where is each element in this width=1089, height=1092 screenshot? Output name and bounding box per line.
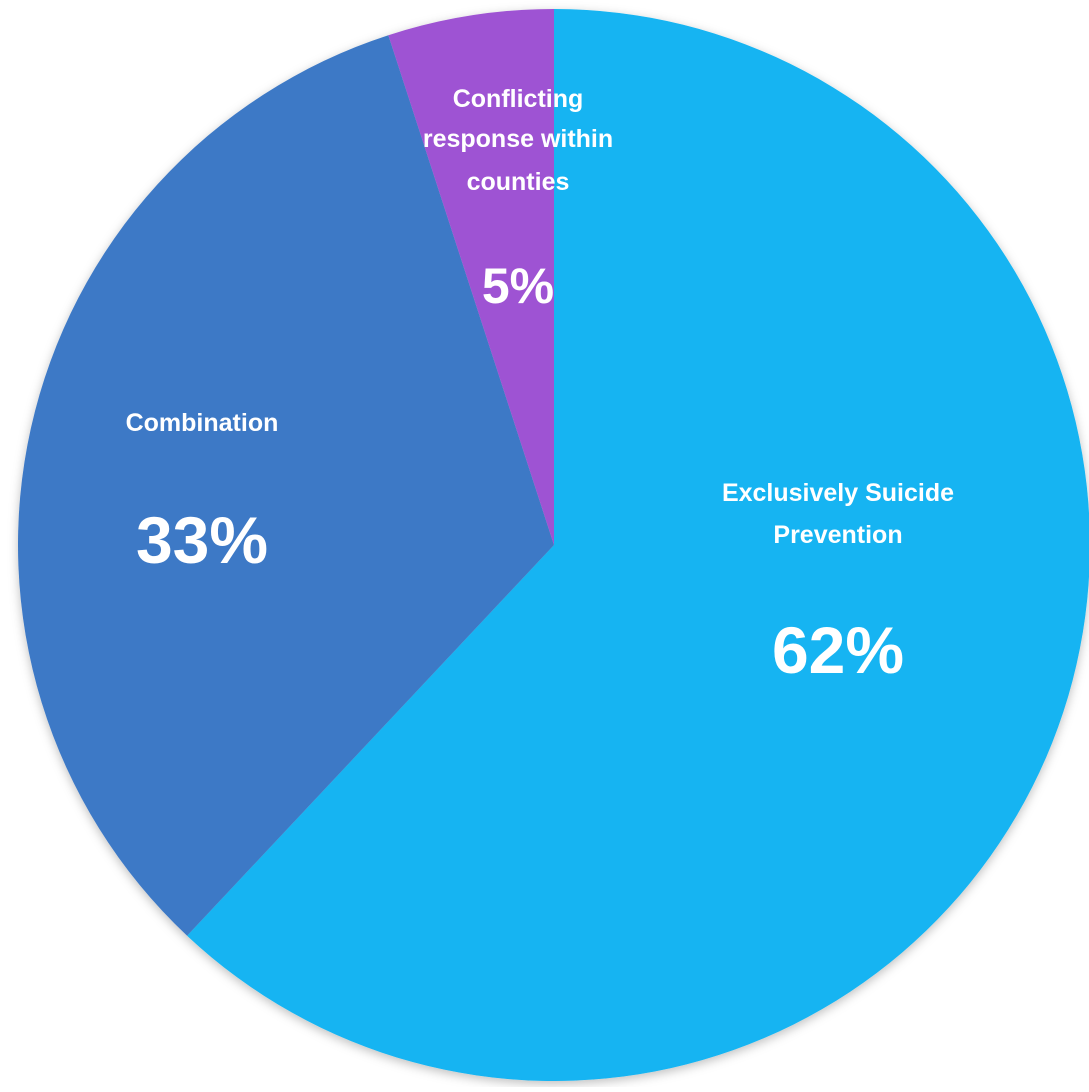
slice-name-line: Exclusively Suicide [722,479,954,507]
slice-name-line: counties [467,168,570,196]
slice-name-label: Combination [126,409,279,437]
slice-name-line: Conflicting [453,85,584,113]
slice-name-label: Conflicting response within counties [423,85,613,196]
slice-name-line: Prevention [773,521,902,549]
pie-slice-exclusively-suicide-prevention [187,9,1089,1081]
pie-labels: Exclusively Suicide Prevention 62% Combinat… [126,85,955,687]
slice-value-label: 33% [136,503,268,577]
slice-name-label: Exclusively Suicide Prevention [722,479,954,549]
slice-name-line: response within [423,125,613,153]
slice-name-line: Combination [126,409,279,437]
pie-slices [17,9,1089,1081]
slice-label-exclusively-suicide-prevention: Exclusively Suicide Prevention 62% [722,479,954,687]
slice-label-conflicting-response-within-counties: Conflicting response within counties 5% [423,85,613,314]
slice-label-combination: Combination 33% [126,409,279,577]
slice-value-label: 62% [772,613,904,687]
slice-value-label: 5% [482,258,554,314]
pie-slice-conflicting-response-within-counties [388,9,554,545]
pie-slice-combination [17,35,554,936]
